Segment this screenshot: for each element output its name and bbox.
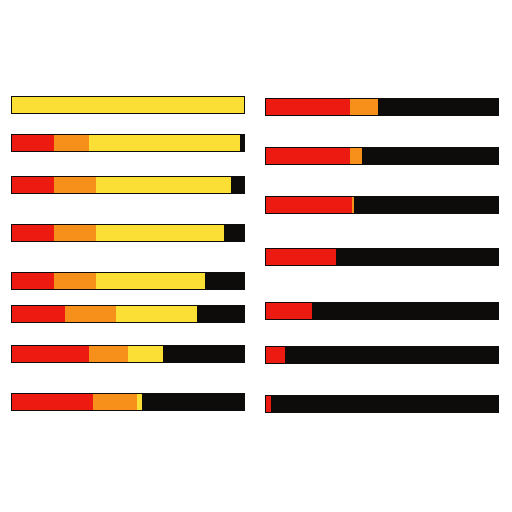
right-level-bar-5	[265, 302, 499, 320]
right-level-bar-3	[265, 196, 499, 214]
right-level-bar-1	[265, 98, 499, 116]
red-segment	[12, 306, 65, 322]
orange-segment	[54, 225, 96, 241]
left-level-bar-3	[11, 176, 245, 194]
yellow-segment	[96, 177, 231, 193]
left-level-bar-4	[11, 224, 245, 242]
left-level-bar-5	[11, 272, 245, 290]
right-level-bar-2	[265, 147, 499, 165]
red-segment	[12, 225, 54, 241]
orange-segment	[352, 197, 354, 213]
yellow-segment	[89, 135, 240, 151]
left-level-bar-2	[11, 134, 245, 152]
red-segment	[12, 177, 54, 193]
yellow-segment	[137, 394, 142, 410]
red-segment	[266, 347, 285, 363]
yellow-segment	[128, 346, 163, 362]
right-level-bar-7	[265, 395, 499, 413]
red-segment	[266, 396, 271, 412]
red-segment	[266, 148, 350, 164]
right-level-bar-6	[265, 346, 499, 364]
yellow-segment	[12, 97, 244, 113]
red-segment	[266, 197, 352, 213]
right-level-bar-4	[265, 248, 499, 266]
red-segment	[266, 303, 312, 319]
red-segment	[12, 346, 89, 362]
orange-segment	[93, 394, 137, 410]
left-level-bar-7	[11, 345, 245, 363]
red-segment	[12, 273, 54, 289]
orange-segment	[54, 273, 96, 289]
orange-segment	[65, 306, 116, 322]
left-level-bar-6	[11, 305, 245, 323]
orange-segment	[54, 135, 89, 151]
orange-segment	[54, 177, 96, 193]
red-segment	[266, 249, 336, 265]
red-segment	[266, 99, 350, 115]
red-segment	[12, 394, 93, 410]
red-segment	[12, 135, 54, 151]
orange-segment	[350, 148, 362, 164]
orange-segment	[350, 99, 378, 115]
yellow-segment	[116, 306, 197, 322]
yellow-segment	[96, 273, 205, 289]
left-level-bar-8	[11, 393, 245, 411]
orange-segment	[89, 346, 128, 362]
yellow-segment	[96, 225, 224, 241]
left-level-bar-1	[11, 96, 245, 114]
